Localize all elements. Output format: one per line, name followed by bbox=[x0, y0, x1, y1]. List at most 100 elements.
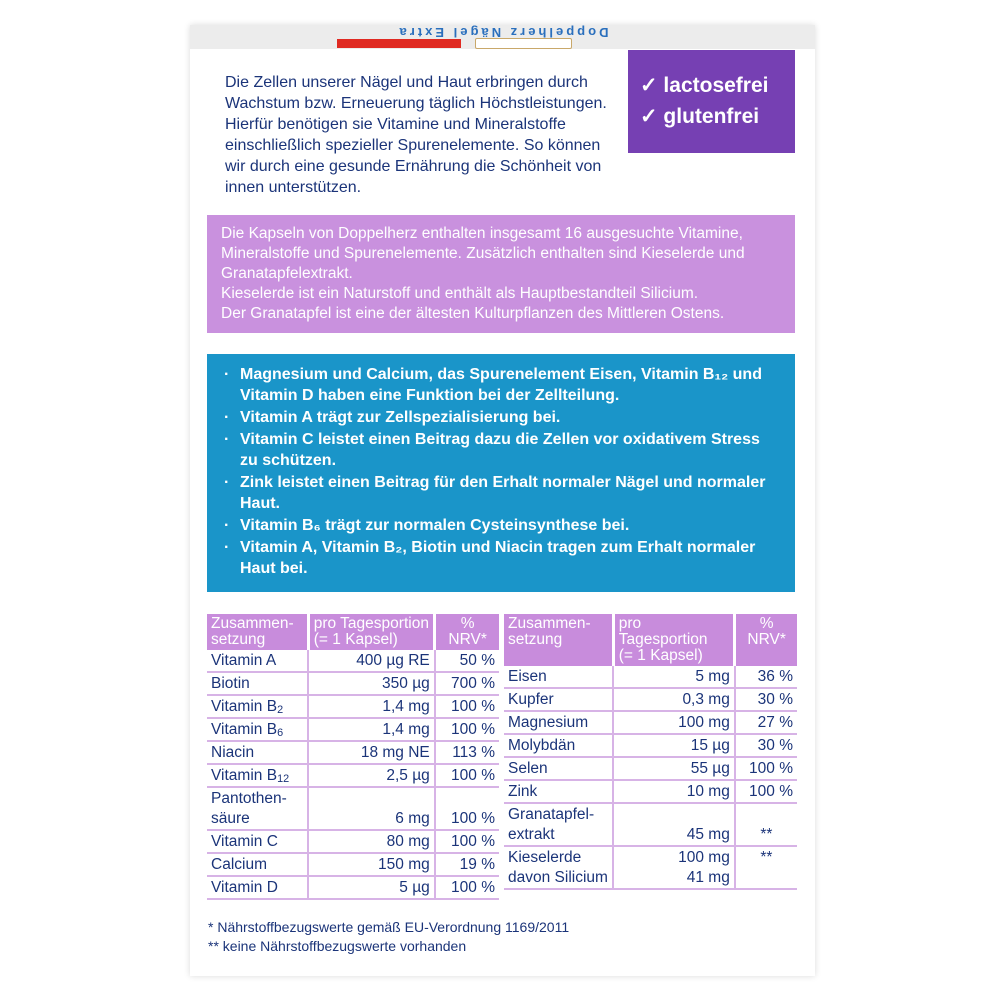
nrv-percent: 100 % bbox=[434, 787, 499, 831]
claim-item: Zink leistet einen Beitrag für den Erhal… bbox=[221, 472, 781, 514]
nutrient-name: Niacin bbox=[207, 741, 310, 765]
nrv-percent: 700 % bbox=[434, 672, 499, 696]
amount: 150 mg bbox=[308, 853, 436, 877]
lactose-free-label: ✓ lactosefrei bbox=[640, 74, 769, 97]
amount: 5 mg bbox=[613, 666, 736, 689]
nrv-percent: 113 % bbox=[434, 741, 499, 765]
intro-text: Die Zellen unserer Nägel und Haut erbrin… bbox=[225, 74, 607, 196]
nrv-percent: 100 % bbox=[434, 718, 499, 742]
amount: 55 µg bbox=[613, 757, 736, 781]
header-row: Zusammen-setzung pro Tagesportion (= 1 Kap… bbox=[504, 614, 797, 666]
nutrient-name: Kupfer bbox=[504, 688, 615, 712]
header-row: Zusammen-setzung pro Tagesportion (= 1 Kap… bbox=[207, 614, 499, 650]
nrv-percent: 100 % bbox=[434, 876, 499, 900]
nrv-percent: 19 % bbox=[434, 853, 499, 877]
nutrient-name: Vitamin A bbox=[207, 650, 310, 673]
table-row: Vitamin A 400 µg RE 50 % bbox=[207, 650, 499, 673]
description-text: Der Granatapfel ist eine der ältesten Ku… bbox=[221, 305, 725, 322]
nrv-percent: 100 % bbox=[734, 780, 797, 804]
nutrient-name: Vitamin B2 bbox=[207, 695, 310, 719]
red-label bbox=[337, 39, 461, 48]
table-row: Biotin 350 µg 700 % bbox=[207, 672, 499, 696]
nutrition-tables: Zusammen-setzung pro Tagesportion (= 1 Kap… bbox=[207, 614, 797, 900]
nrv-percent: 100 % bbox=[734, 757, 797, 781]
table-row: Eisen 5 mg 36 % bbox=[504, 666, 797, 689]
nrv-percent: 50 % bbox=[434, 650, 499, 673]
footnotes: * Nährstoffbezugswerte gemäß EU-Verordnu… bbox=[208, 918, 815, 956]
nutrient-name: Selen bbox=[504, 757, 615, 781]
claim-item: Magnesium und Calcium, das Spurenelement… bbox=[221, 364, 781, 406]
nutrient-name: Biotin bbox=[207, 672, 310, 696]
nutrition-table-right: Zusammen-setzung pro Tagesportion (= 1 Kap… bbox=[504, 614, 797, 890]
footnote: * Nährstoffbezugswerte gemäß EU-Verordnu… bbox=[208, 919, 570, 935]
amount: 6 mg bbox=[308, 787, 436, 831]
nutrient-name: Zink bbox=[504, 780, 615, 804]
amount: 0,3 mg bbox=[613, 688, 736, 712]
nutrient-name: Vitamin B6 bbox=[207, 718, 310, 742]
amount: 2,5 µg bbox=[308, 764, 436, 788]
nrv-percent: 30 % bbox=[734, 734, 797, 758]
amount: 350 µg bbox=[308, 672, 436, 696]
amount: 400 µg RE bbox=[308, 650, 436, 673]
amount: 5 µg bbox=[308, 876, 436, 900]
amount: 1,4 mg bbox=[308, 695, 436, 719]
description-text: Kieselerde ist ein Naturstoff und enthäl… bbox=[221, 285, 699, 302]
claim-item: Vitamin B₆ trägt zur normalen Cysteinsyn… bbox=[221, 515, 781, 536]
nutrient-name: Pantothen-säure bbox=[207, 787, 310, 831]
table-row: Magnesium 100 mg 27 % bbox=[504, 711, 797, 735]
column-header: Zusammen-setzung bbox=[504, 614, 615, 666]
column-header: % NRV* bbox=[734, 614, 797, 666]
claim-item: Vitamin C leistet einen Beitrag dazu die… bbox=[221, 429, 781, 471]
free-from-badge: ✓ lactosefrei ✓ glutenfrei bbox=[628, 50, 795, 153]
claim-item: Vitamin A, Vitamin B₂, Biotin und Niacin… bbox=[221, 537, 781, 579]
amount: 100 mg bbox=[613, 711, 736, 735]
nrv-percent: 36 % bbox=[734, 666, 797, 689]
nrv-percent: 100 % bbox=[434, 695, 499, 719]
package-top-flap: Doppelherz Nägel Extra bbox=[190, 25, 815, 49]
table-row: Vitamin B12 2,5 µg 100 % bbox=[207, 764, 499, 788]
column-header: pro Tagesportion (= 1 Kapsel) bbox=[308, 614, 437, 650]
table-row: Pantothen-säure 6 mg 100 % bbox=[207, 787, 499, 831]
nrv-percent: ** bbox=[734, 846, 797, 890]
nutrient-name: Kieselerde davon Silicium bbox=[504, 846, 615, 890]
table-row: Kieselerde davon Silicium 100 mg 41 mg ** bbox=[504, 846, 797, 890]
gluten-free-label: ✓ glutenfrei bbox=[640, 105, 760, 128]
nrv-percent: ** bbox=[734, 803, 797, 847]
amount: 45 mg bbox=[613, 803, 736, 847]
nrv-percent: 100 % bbox=[434, 830, 499, 854]
amount: 10 mg bbox=[613, 780, 736, 804]
table-row: Vitamin C 80 mg 100 % bbox=[207, 830, 499, 854]
brand-logo bbox=[475, 38, 572, 49]
table-row: Niacin 18 mg NE 113 % bbox=[207, 741, 499, 765]
nutrition-table-left: Zusammen-setzung pro Tagesportion (= 1 Kap… bbox=[207, 614, 499, 900]
amount: 80 mg bbox=[308, 830, 436, 854]
claim-item: Vitamin A trägt zur Zellspezialisierung … bbox=[221, 407, 781, 428]
nutrient-name: Calcium bbox=[207, 853, 310, 877]
nutrient-name: Vitamin D bbox=[207, 876, 310, 900]
nutrient-name: Molybdän bbox=[504, 734, 615, 758]
description-text: Die Kapseln von Doppelherz enthalten ins… bbox=[221, 225, 745, 282]
table-row: Vitamin B6 1,4 mg 100 % bbox=[207, 718, 499, 742]
health-claims-box: Magnesium und Calcium, das Spurenelement… bbox=[207, 354, 795, 592]
column-header: pro Tagesportion (= 1 Kapsel) bbox=[613, 614, 737, 666]
table-row: Kupfer 0,3 mg 30 % bbox=[504, 688, 797, 712]
nutrient-name: Eisen bbox=[504, 666, 615, 689]
nutrient-name: Granatapfel-extrakt bbox=[504, 803, 615, 847]
amount: 15 µg bbox=[613, 734, 736, 758]
table-row: Calcium 150 mg 19 % bbox=[207, 853, 499, 877]
amount: 100 mg 41 mg bbox=[613, 846, 736, 890]
nrv-percent: 100 % bbox=[434, 764, 499, 788]
nutrient-name: Magnesium bbox=[504, 711, 615, 735]
amount: 1,4 mg bbox=[308, 718, 436, 742]
nrv-percent: 30 % bbox=[734, 688, 797, 712]
nutrient-name: Vitamin C bbox=[207, 830, 310, 854]
nrv-percent: 27 % bbox=[734, 711, 797, 735]
package-back: Doppelherz Nägel Extra Die Zellen unsere… bbox=[190, 25, 815, 976]
nutrient-name: Vitamin B12 bbox=[207, 764, 310, 788]
table-row: Selen 55 µg 100 % bbox=[504, 757, 797, 781]
table-row: Molybdän 15 µg 30 % bbox=[504, 734, 797, 758]
amount: 18 mg NE bbox=[308, 741, 436, 765]
description-box: Die Kapseln von Doppelherz enthalten ins… bbox=[207, 215, 795, 333]
footnote: ** keine Nährstoffbezugswerte vorhanden bbox=[208, 938, 467, 954]
